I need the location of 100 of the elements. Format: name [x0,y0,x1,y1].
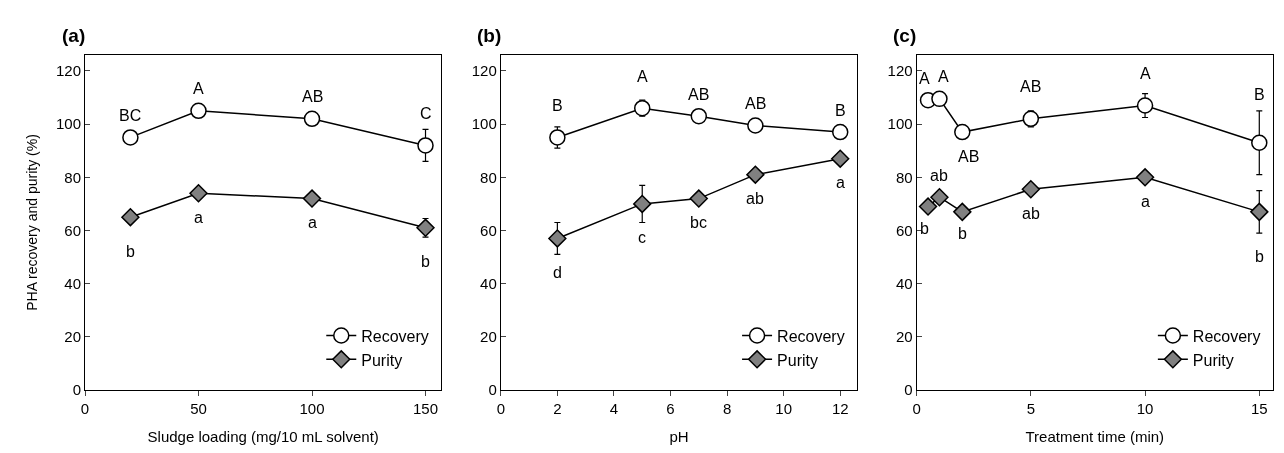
point [954,123,971,141]
annotation: A [938,68,949,85]
y-tick-label: 40 [895,274,913,292]
point [1136,97,1154,114]
annotation: ab [746,190,764,207]
x-tick-label: 10 [775,400,792,417]
x-tick-label: 15 [1250,400,1268,417]
annotation: B [835,102,846,119]
point [633,99,651,117]
x-tick-label: 100 [299,400,325,417]
x-tick-label: 50 [190,400,207,417]
annotation: b [1255,248,1264,265]
point [190,102,207,120]
point [918,197,938,216]
point [746,165,765,184]
point [417,137,434,154]
y-axis-title: PHA recovery and purity (%) [23,134,40,311]
y-tick-label: 80 [895,168,913,186]
annotation: BC [119,107,142,124]
annotation: ab [930,167,948,184]
chart-title: (a) [62,25,86,46]
legend-label: Purity [777,351,818,369]
annotation: AB [958,148,980,165]
point [1250,202,1269,222]
annotation: c [638,229,646,246]
annotation: d [553,264,562,281]
annotation: B [1254,86,1265,103]
legend-label: Recovery [361,327,429,345]
annotation: B [552,97,563,114]
chart-title: (c) [893,25,917,46]
point [189,184,208,203]
x-tick-label: 4 [609,400,619,417]
annotation: b [421,253,430,270]
point [689,189,708,208]
annotation: A [193,80,204,97]
x-axis-title: Sludge loading (mg/10 mL solvent) [147,428,379,445]
point [690,107,708,125]
y-tick-label: 20 [64,328,81,346]
annotation: a [194,209,203,226]
y-tick-label: 80 [480,168,497,186]
annotation: AB [745,95,767,112]
legend-label: Purity [1192,351,1234,369]
point [930,188,949,207]
x-tick-label: 5 [1026,400,1035,417]
x-tick-label: 6 [666,400,675,417]
point [548,229,567,248]
legend-label: Purity [361,351,403,369]
x-axis-title: Treatment time (min) [1025,428,1165,445]
legend-label: Recovery [777,327,845,345]
point [633,194,652,214]
annotation: A [919,70,930,87]
x-tick-label: 8 [722,400,732,417]
x-tick-label: 150 [412,400,439,417]
point [1022,110,1040,128]
y-tick-label: 120 [887,62,913,80]
annotation: AB [688,86,710,103]
annotation: b [920,220,929,237]
point [831,149,850,168]
y-tick-label: 40 [480,274,497,292]
point [303,110,321,128]
y-tick-label: 120 [471,62,497,80]
annotation: A [637,68,648,85]
x-axis-title: pH [669,428,689,445]
point [416,218,435,238]
annotation: a [1141,193,1150,210]
y-tick-label: 0 [488,381,497,399]
y-tick-label: 80 [64,168,81,186]
annotation: b [958,225,967,242]
point [831,123,849,141]
y-tick-label: 20 [895,328,913,346]
point [121,207,140,227]
y-tick-label: 60 [895,221,913,239]
y-tick-label: 20 [480,328,497,346]
y-tick-label: 100 [55,115,81,133]
annotation: AB [1020,78,1042,95]
point [122,129,139,146]
point [1135,168,1155,187]
annotation: bc [690,214,707,231]
annotation: A [1140,65,1151,82]
point [931,90,948,108]
legend-label: Recovery [1192,327,1261,345]
x-tick-label: 2 [553,400,562,417]
point [1021,180,1041,199]
point [953,202,972,222]
annotation: ab [1022,205,1040,222]
x-tick-label: 10 [1136,400,1154,417]
y-tick-label: 40 [64,274,81,292]
x-tick-label: 12 [831,400,849,417]
y-tick-label: 120 [55,62,81,80]
annotation: b [126,243,135,260]
annotation: AB [302,88,324,105]
y-tick-label: 60 [64,221,81,239]
y-tick-label: 0 [72,381,81,399]
point [1251,134,1268,151]
point [302,189,322,208]
annotation: C [420,105,432,122]
annotation: a [836,174,845,191]
chart-title: (b) [477,25,502,46]
y-tick-label: 0 [904,381,913,399]
point [549,129,566,146]
